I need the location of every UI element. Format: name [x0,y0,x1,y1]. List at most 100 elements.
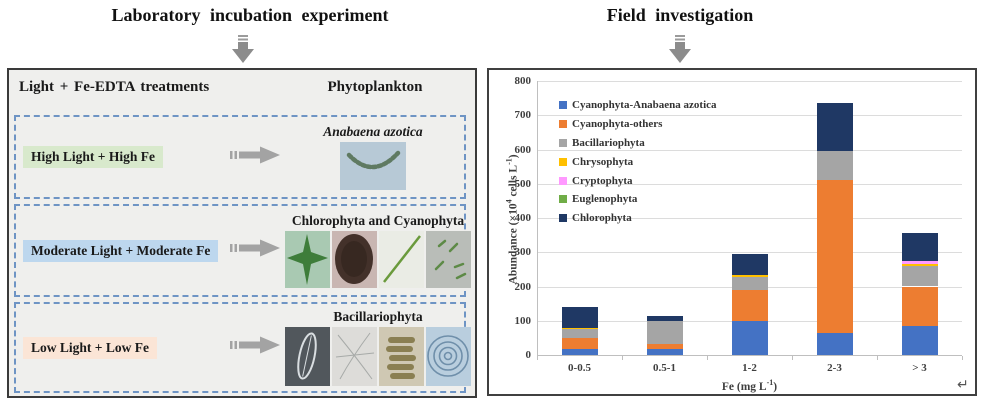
bar-segment-chlorophyta [816,103,853,152]
y-axis-tick-label: 0 [525,349,532,361]
legend-swatch [559,214,567,223]
y-axis-tick-label: 600 [514,143,532,156]
legend-swatch [559,157,567,166]
treatments-header: Light + Fe-EDTA treatments [19,79,210,95]
x-axis-tick-label: 0.5-1 [653,362,676,374]
block-arrow-right-icon [230,236,282,265]
legend-item: Bacillariophyta [559,134,717,153]
x-axis-tick-label: > 3 [912,362,927,374]
gridline [537,149,962,151]
gridline [537,183,962,185]
block-arrow-right-icon [230,143,282,172]
result-title: Chlorophyta and Cyanophyta [291,213,465,228]
anabaena-filament-micrograph [340,142,406,190]
result-title: Bacillariophyta [333,309,423,324]
paragraph-return-mark: ↵ [957,378,969,393]
legend-label: Cryptophyta [572,174,633,187]
bar-segment-chlorophyta [901,233,938,261]
bar-segment-chrysophyta [731,275,768,277]
bar-segment-chlorophyta [561,307,598,328]
legend-swatch [559,195,567,204]
field-investigation-box: 0 100 200 300 400 500 600 700 800 0-0.5 0.5-1 1-2 2-… [487,68,977,396]
legend-swatch [559,101,567,110]
diatom-threads-micrograph [332,327,377,386]
legend-label: Chrysophyta [572,155,634,168]
bar-segment-chrysophyta [561,327,598,329]
legend-label: Chlorophyta [572,212,632,225]
x-axis-tick-mark [622,356,623,360]
micrograph-strip [340,142,406,190]
desmid-cell-micrograph [285,231,330,288]
x-axis-tick-label: 0-0.5 [568,362,591,374]
treatment-row: High Light + High Fe Anabaena azotica [14,115,466,199]
bar-segment-bacillariophyta [646,320,683,345]
legend-swatch [559,176,567,185]
bar-segment-cyanophyta-others [731,289,768,321]
legend-item: Chlorophyta [559,209,717,228]
chart-legend: Cyanophyta-Anabaena azotica Cyanophyta-ot… [559,96,717,228]
legend-item: Cyanophyta-others [559,115,717,134]
rod-cells-micrograph [426,231,471,288]
gridline [537,81,962,82]
y-axis-tick-label: 500 [514,177,532,190]
bar-segment-cyanophyta-others [816,180,853,333]
right-panel-title: Field investigation [606,5,754,25]
legend-item: Chrysophyta [559,152,717,171]
legend-item: Cyanophyta-Anabaena azotica [559,96,717,115]
result-block: Chlorophyta and Cyanophyta [285,213,471,288]
bar-segment-cyanophyta-others [646,344,683,349]
legend-label: Euglenophyta [572,193,638,206]
diatom-lens-micrograph [285,327,330,386]
legend-label: Cyanophyta-Anabaena azotica [572,99,717,112]
x-axis-tick-mark [962,356,963,360]
bar-segment-cryptophyta [901,260,938,265]
gridline [537,115,962,117]
stacked-bar-chart: 0 100 200 300 400 500 600 700 800 0-0.5 0.5-1 1-2 2-… [489,70,975,394]
legend-swatch [559,138,567,147]
legend-label: Cyanophyta-others [572,118,663,131]
treatment-label: Moderate Light + Moderate Fe [23,239,219,262]
y-axis-tick-label: 700 [514,109,532,122]
y-axis-tick-label: 400 [514,212,532,224]
bar-segment-chlorophyta [731,253,768,276]
gridline [537,218,962,219]
result-block: Bacillariophyta [285,309,471,386]
bar-segment-bacillariophyta [731,276,768,290]
micrograph-strip [285,231,471,288]
treatment-label: High Light + High Fe [23,146,163,168]
bar-segment-cyanophyta-anabaena-azotica [731,320,768,355]
gridline [537,252,962,254]
treatment-label: Low Light + Low Fe [23,336,157,359]
x-axis-tick-mark [792,356,793,360]
diatom-disc-micrograph [426,327,471,386]
treatment-row: Moderate Light + Moderate Fe Chlorophyta… [14,204,471,297]
legend-swatch [559,120,567,129]
y-axis-tick-label: 100 [514,314,532,327]
legend-label: Bacillariophyta [572,136,645,149]
bar-segment-chrysophyta [901,264,938,266]
x-axis-title: Fe (mg L-1) [721,378,778,393]
block-arrow-down-icon [667,34,693,64]
phytoplankton-header: Phytoplankton [327,79,423,95]
y-axis-tick-label: 800 [514,75,532,87]
bar-segment-chlorophyta [646,315,683,321]
x-axis-tick-mark [707,356,708,360]
x-axis-tick-mark [537,356,538,360]
y-axis-line [537,81,538,355]
block-arrow-right-icon [230,333,282,362]
x-axis-tick-label: 2-3 [827,362,842,374]
x-axis-line [537,355,962,356]
micrograph-strip [285,327,471,386]
bar-segment-cyanophyta-others [561,337,598,349]
block-arrow-down-icon [230,34,256,64]
bar-segment-bacillariophyta [816,151,853,181]
x-axis-tick-label: 1-2 [742,362,757,374]
bar-segment-cyanophyta-anabaena-azotica [646,348,683,355]
y-axis-title: Abundance (×104 cells L-1) [504,154,520,285]
bar-segment-cyanophyta-anabaena-azotica [816,332,853,355]
bar-segment-cyanophyta-others [901,286,938,326]
needle-cell-micrograph [379,231,424,288]
bar-segment-bacillariophyta [901,265,938,287]
y-axis-tick-label: 300 [514,246,532,259]
